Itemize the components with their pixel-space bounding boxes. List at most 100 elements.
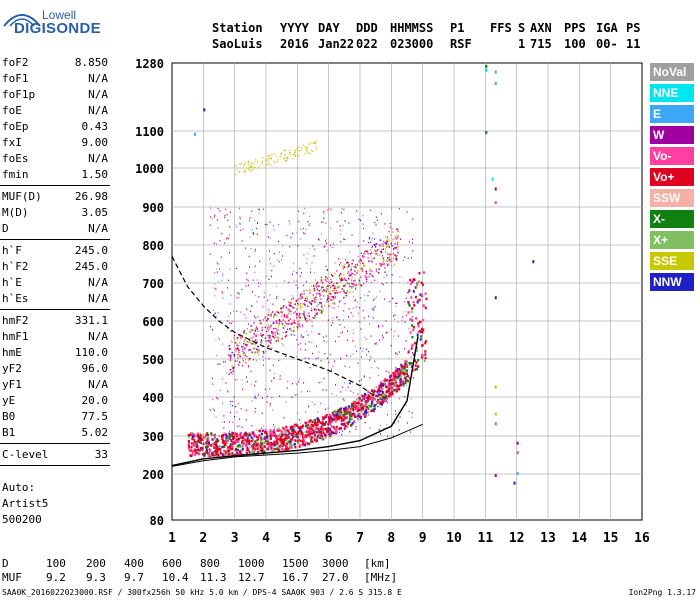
echo-point (405, 314, 407, 317)
echo-point (325, 265, 327, 268)
echo-point (270, 316, 272, 318)
echo-point (355, 287, 357, 289)
echo-point (251, 343, 253, 345)
echo-point (289, 440, 292, 444)
echo-point (258, 282, 260, 284)
echo-point (318, 429, 321, 433)
echo-point (353, 329, 355, 331)
param-value: N/A (88, 88, 108, 101)
echo-point (245, 444, 248, 448)
echo-point (264, 164, 267, 166)
echo-point (266, 401, 268, 403)
echo-point (221, 453, 224, 456)
echo-point (271, 156, 273, 158)
echo-point (262, 355, 264, 358)
echo-point (272, 311, 274, 313)
echo-point (215, 454, 218, 457)
echo-point (234, 341, 236, 344)
echo-point (365, 409, 368, 412)
echo-point (338, 258, 340, 260)
echo-point (310, 303, 313, 306)
echo-point (352, 282, 354, 285)
echo-point (343, 277, 346, 280)
echo-point (402, 383, 405, 386)
echo-point (380, 387, 383, 391)
echo-point (282, 438, 285, 442)
header-label-0: Station (212, 21, 263, 35)
echo-point (398, 208, 400, 210)
echo-point (423, 359, 426, 363)
echo-point (397, 372, 400, 375)
echo-point (348, 366, 350, 368)
echo-point (320, 436, 323, 440)
echo-point (370, 260, 372, 262)
echo-point (312, 316, 314, 319)
echo-point (275, 321, 277, 324)
echo-point (302, 313, 304, 315)
echo-point (411, 343, 414, 347)
header-label-9: PPS (564, 21, 586, 35)
echo-point (201, 448, 204, 452)
echo-point (411, 336, 414, 339)
param-name: hmF2 (2, 314, 29, 327)
echo-point (398, 351, 400, 353)
echo-point (293, 262, 295, 265)
echo-point (385, 332, 387, 334)
echo-point (284, 447, 287, 451)
echo-point (306, 258, 308, 260)
echo-point (213, 436, 216, 439)
echo-point (321, 290, 323, 292)
echo-point (228, 234, 230, 236)
echo-point (283, 428, 286, 431)
echo-point (324, 278, 326, 281)
echo-point (247, 168, 250, 170)
echo-point (325, 276, 327, 279)
echo-point (371, 261, 373, 263)
echo-point (316, 423, 319, 427)
echo-point (289, 305, 292, 307)
echo-point (321, 312, 323, 314)
echo-point (308, 357, 310, 360)
echo-point (268, 163, 270, 165)
echo-point (284, 324, 286, 327)
echo-point (247, 366, 249, 368)
echo-point (315, 423, 318, 427)
echo-point (358, 283, 360, 285)
echo-point (248, 217, 250, 220)
echo-point (370, 251, 373, 254)
echo-point (257, 315, 259, 318)
echo-point (247, 323, 249, 325)
echo-point (317, 419, 319, 422)
echo-point (330, 279, 332, 281)
echo-point (250, 383, 252, 386)
echo-point (317, 431, 319, 434)
echo-point (358, 399, 361, 403)
echo-point (328, 305, 330, 308)
echo-point (412, 353, 415, 356)
echo-point (226, 372, 228, 374)
echo-point (352, 266, 355, 268)
echo-point (241, 288, 243, 291)
echo-point (254, 294, 256, 297)
auto-scaling-info: Auto: Artist5 500200 (2, 480, 48, 528)
echo-point (234, 360, 236, 362)
echo-point (294, 322, 296, 325)
echo-point (328, 421, 331, 425)
echo-point (299, 432, 301, 434)
echo-point (362, 406, 365, 409)
echo-point (229, 411, 231, 414)
echo-point (363, 375, 365, 377)
echo-point (387, 253, 389, 256)
echo-point (291, 425, 294, 429)
echo-point (293, 334, 295, 337)
echo-point (249, 170, 251, 172)
echo-point (187, 439, 190, 443)
echo-point (249, 331, 252, 334)
header-label-2: DAY (318, 21, 340, 35)
echo-point (364, 294, 366, 296)
echo-point (398, 372, 401, 376)
echo-point (298, 314, 301, 317)
echo-point (245, 443, 248, 446)
echo-point (351, 423, 354, 427)
echo-point (213, 313, 215, 315)
